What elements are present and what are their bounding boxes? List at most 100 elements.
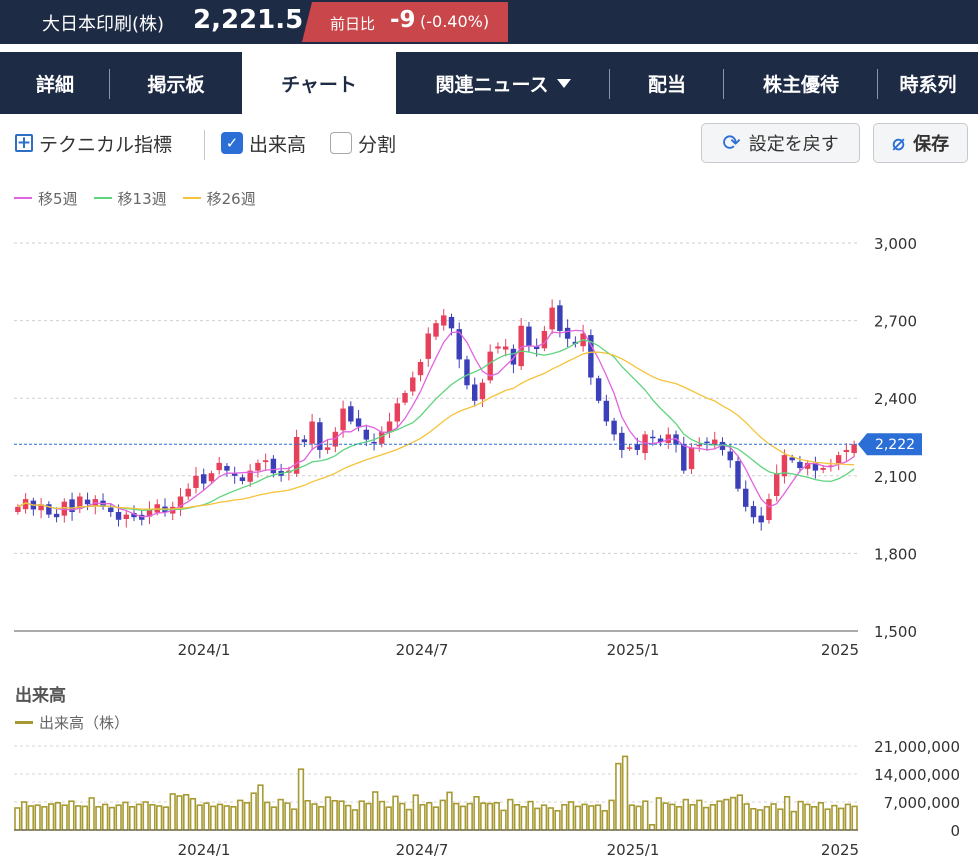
candle-body <box>115 512 122 520</box>
volume-bar <box>851 805 858 831</box>
legend-swatch <box>182 197 201 199</box>
candle-body <box>673 434 679 445</box>
candle-body <box>727 451 733 461</box>
candle-body <box>441 315 447 326</box>
volume-bar <box>426 802 433 831</box>
volume-bar <box>635 805 642 831</box>
ma26-line <box>17 351 855 510</box>
volume-chart[interactable]: 21,000,000 14,000,000 7,000,000 0 2024/1 2024… <box>0 730 978 856</box>
y-tick-label: 21,000,000 <box>874 738 960 756</box>
price-change-badge: 前日比 -9 (-0.40%) <box>302 2 508 42</box>
tab-shareholder-benefits[interactable]: 株主優待 <box>724 52 878 114</box>
candle-body <box>309 421 315 444</box>
change-percent: (-0.40%) <box>420 12 490 31</box>
candle-body <box>371 441 377 444</box>
split-checkbox[interactable]: 分割 <box>330 130 396 156</box>
tab-label: 関連ニュース <box>435 73 549 96</box>
tab-dividend[interactable]: 配当 <box>610 52 724 114</box>
candle-body <box>15 506 21 513</box>
volume-bar <box>162 806 170 831</box>
volume-checkbox[interactable]: ✓ 出来高 <box>221 130 306 156</box>
candle-body <box>681 443 687 471</box>
volume-bar <box>331 800 338 831</box>
volume-bar <box>34 804 41 831</box>
volume-bar <box>412 794 419 831</box>
volume-bar <box>399 802 406 831</box>
change-value: -9 <box>390 7 416 33</box>
candle-body <box>464 359 470 386</box>
price-chart[interactable]: 3,000 2,700 2,400 2,100 1,800 1,500 2024/1 2024… <box>0 228 978 668</box>
candle-body <box>835 455 842 464</box>
y-tick-label: 1,800 <box>874 545 917 563</box>
volume-bar <box>338 800 345 831</box>
candle-body <box>472 384 478 401</box>
y-tick-label: 0 <box>950 822 960 840</box>
volume-bar <box>655 797 662 831</box>
candle-body <box>735 461 741 489</box>
tab-details[interactable]: 詳細 <box>0 52 110 114</box>
volume-bar <box>439 799 446 831</box>
candle-body <box>766 499 772 521</box>
legend-label: 移13週 <box>117 189 167 208</box>
candle-body <box>665 434 672 443</box>
volume-bar <box>507 798 514 831</box>
volume-bar <box>790 810 798 831</box>
candle-body <box>131 513 137 518</box>
candle-body <box>812 462 819 471</box>
volume-bar <box>291 808 298 831</box>
stock-name: 大日本印刷(株) <box>42 14 165 35</box>
volume-bar <box>750 808 757 831</box>
volume-bar <box>351 809 359 831</box>
candle-body <box>712 439 718 446</box>
legend-swatch <box>93 197 112 199</box>
current-price-label: 2,222 <box>875 437 915 453</box>
tab-related-news[interactable]: 関連ニュース <box>396 52 610 114</box>
technical-indicators-label: テクニカル指標 <box>39 133 173 156</box>
tab-time-series[interactable]: 時系列 <box>878 52 978 114</box>
x-tick-label: 2024/1 <box>178 841 231 856</box>
volume-bar <box>378 800 386 831</box>
volume-bar <box>844 803 852 831</box>
legend-label: 出来高（株） <box>39 714 130 732</box>
volume-bar <box>628 804 635 831</box>
volume-bar <box>297 768 305 831</box>
volume-bar <box>277 798 284 831</box>
candle-body <box>417 361 424 376</box>
volume-bar <box>554 810 561 831</box>
tab-label: 時系列 <box>899 73 957 96</box>
volume-bar <box>74 805 82 831</box>
tab-bbs[interactable]: 掲示板 <box>110 52 242 114</box>
technical-indicators-button[interactable]: + テクニカル指標 <box>15 130 172 156</box>
tab-chart[interactable]: チャート <box>242 52 396 114</box>
tab-label: 掲示板 <box>147 73 205 96</box>
volume-bar <box>385 806 392 831</box>
toolbar-divider <box>204 130 205 160</box>
volume-bar <box>777 808 784 831</box>
reset-settings-button[interactable]: ⟳ 設定を戻す <box>701 123 860 163</box>
volume-bar <box>729 796 737 831</box>
plus-icon: + <box>15 132 33 153</box>
tab-label: 株主優待 <box>762 73 839 96</box>
legend-swatch <box>14 197 32 199</box>
volume-bar <box>763 806 771 831</box>
chart-toolbar: + テクニカル指標 ✓ 出来高 分割 ⟳ 設定を戻す ⌀ 保存 <box>0 120 978 166</box>
volume-bar <box>736 794 744 831</box>
candle-body <box>255 462 261 471</box>
x-tick-label: 2025/1 <box>607 841 660 856</box>
volume-bar <box>196 804 203 831</box>
volume-bar <box>20 801 28 831</box>
volume-section-title: 出来高 <box>15 686 66 706</box>
volume-bar <box>68 800 75 831</box>
save-button[interactable]: ⌀ 保存 <box>873 123 968 163</box>
volume-bar <box>783 796 791 831</box>
refresh-icon: ⟳ <box>722 130 741 156</box>
x-tick-label: 2024/1 <box>178 641 231 659</box>
candle-body <box>185 488 191 497</box>
candle-body <box>588 335 594 378</box>
volume-bar <box>392 795 399 831</box>
volume-bar <box>189 798 197 831</box>
volume-bar <box>831 804 838 831</box>
volume-bar <box>500 809 507 831</box>
volume-bar <box>223 805 230 831</box>
volume-bar <box>264 801 271 831</box>
